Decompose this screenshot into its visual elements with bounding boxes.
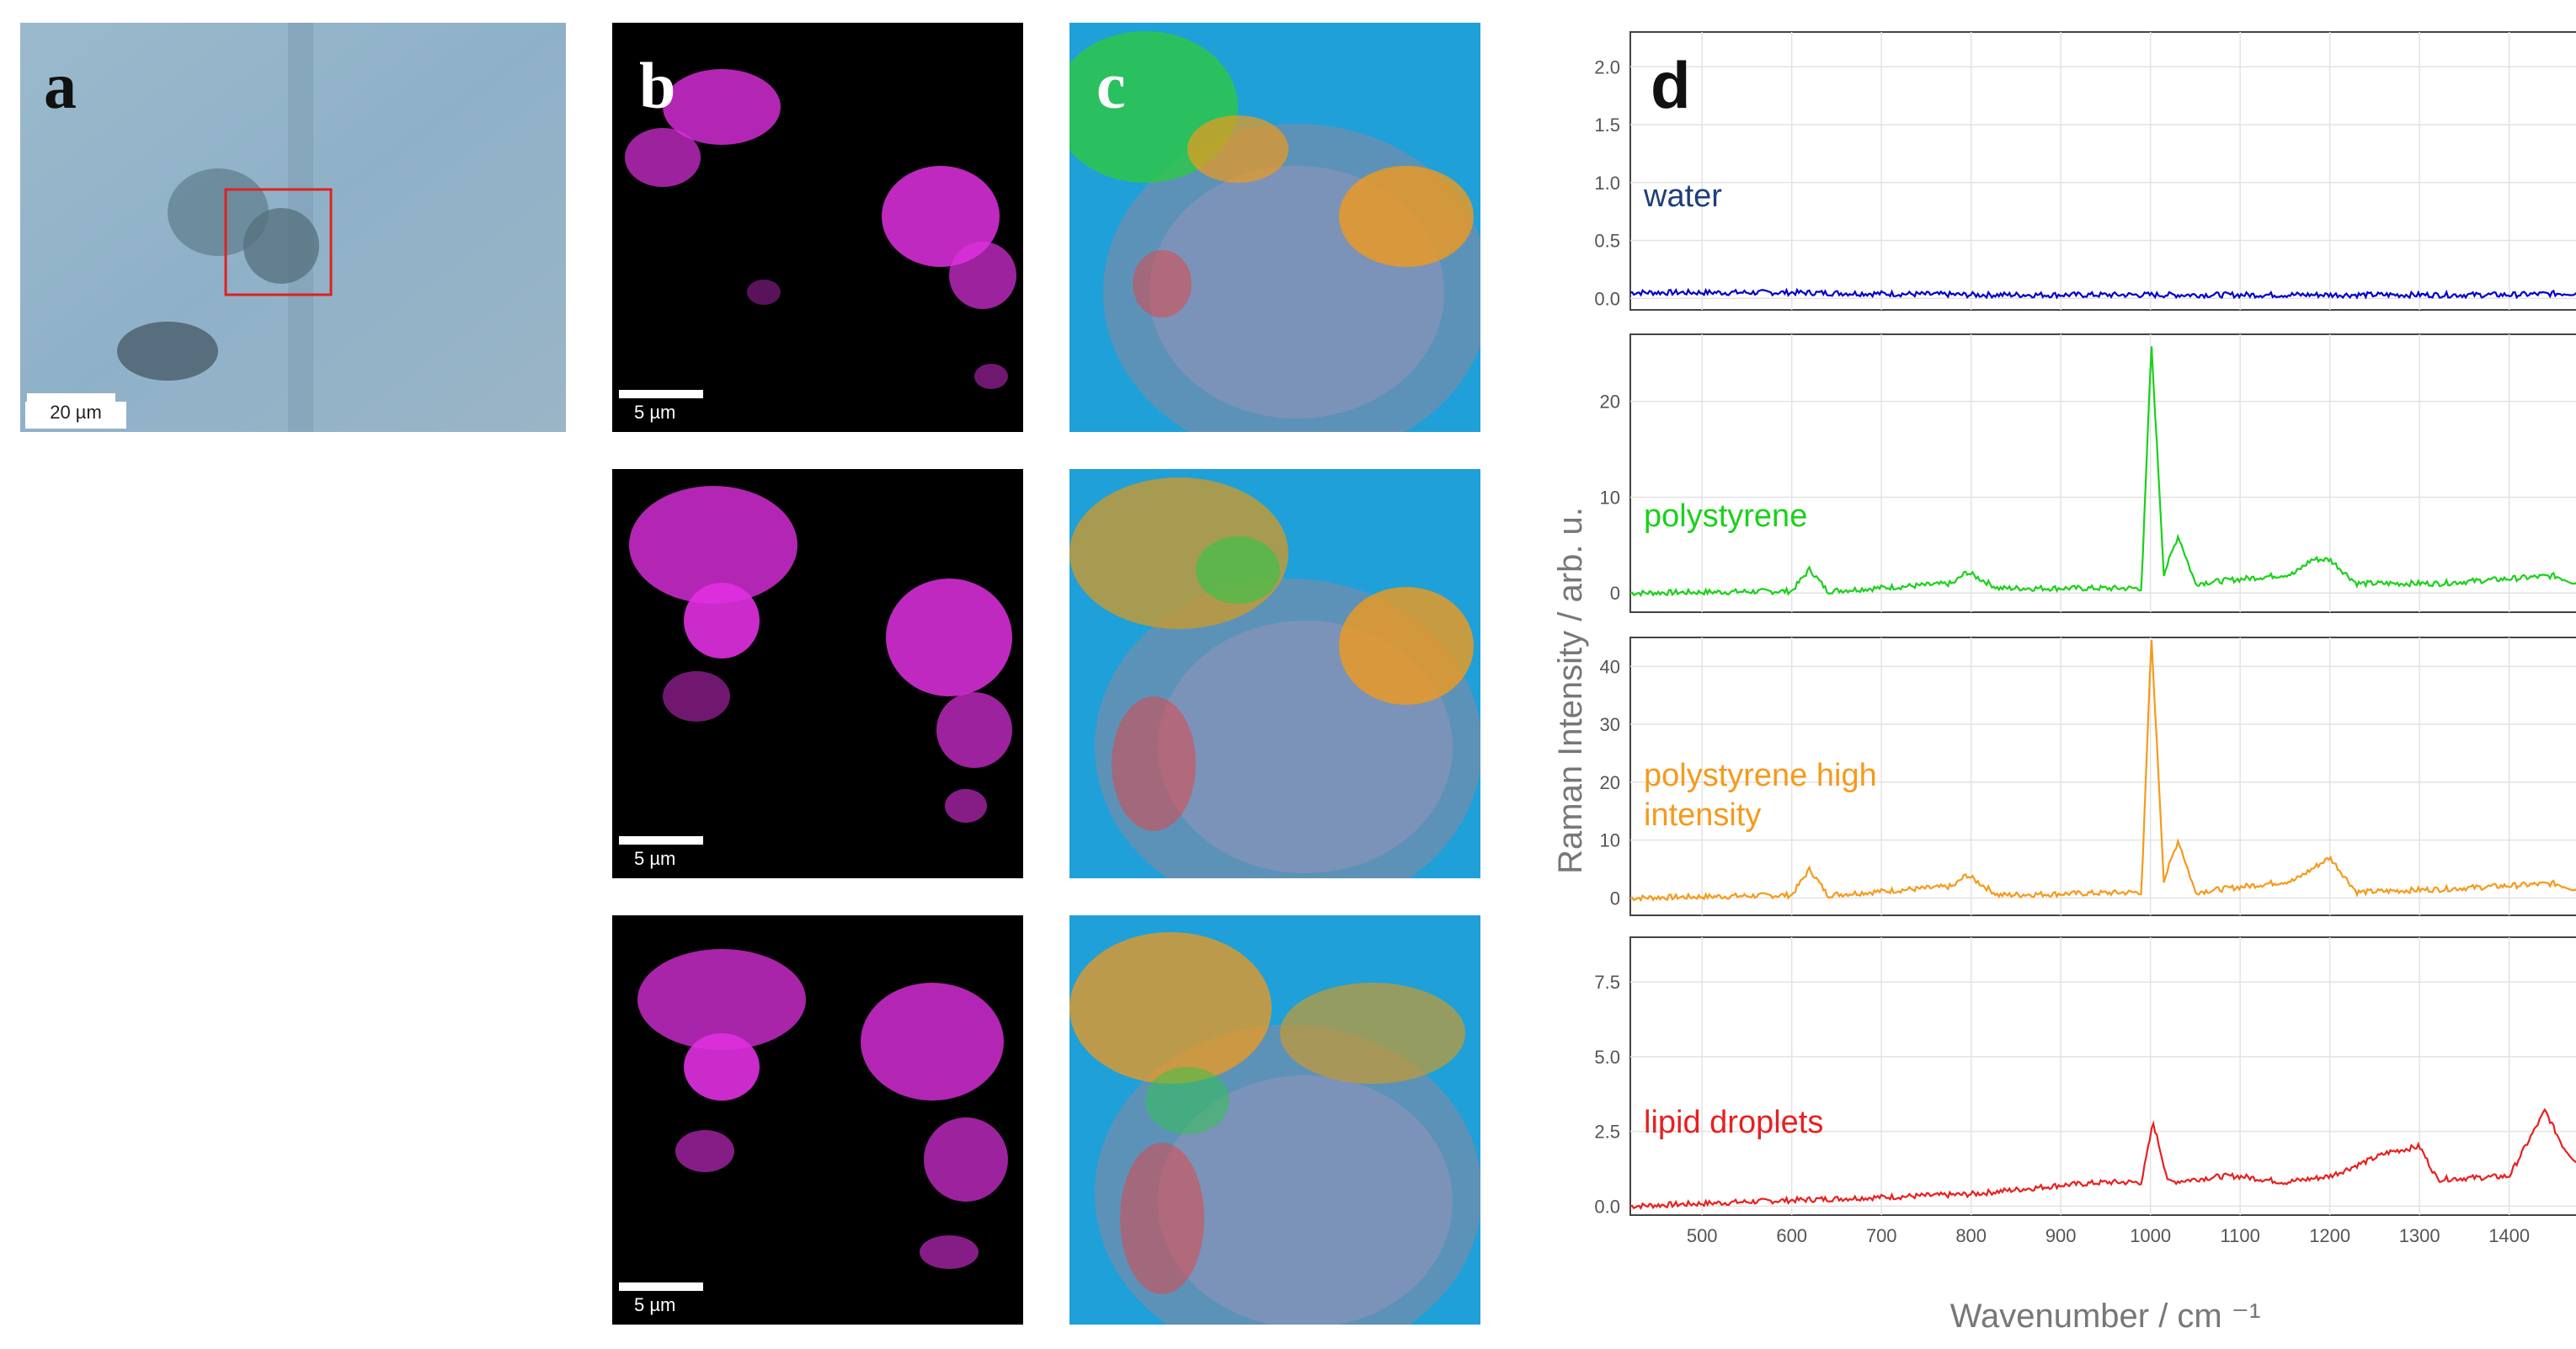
panel-d-raman-spectra-chart: 0.00.51.01.52.0EM 1water01020EM 2polysty… xyxy=(1552,31,2576,1335)
panel-d-label: d xyxy=(1651,48,1691,122)
series-label: intensity xyxy=(1644,797,1761,833)
spectrum-row-4: 0.02.55.07.5EM 4lipid droplets xyxy=(1594,936,2576,1217)
y-tick-label: 5.0 xyxy=(1594,1047,1620,1068)
raman-map-1 xyxy=(1069,31,1480,432)
y-tick-label: 7.5 xyxy=(1594,972,1620,993)
panel-a-micrograph: a 20 µm xyxy=(20,23,566,432)
panel-b-scale-text-1: 5 µm xyxy=(634,402,676,423)
panel-a-label: a xyxy=(44,49,77,122)
spectrum-line-fingerprint xyxy=(1629,1107,2576,1210)
panel-a-scale-text: 20 µm xyxy=(25,402,126,429)
y-tick-label: 0 xyxy=(1610,888,1620,909)
y-tick-label: 0.0 xyxy=(1594,1196,1620,1217)
panel-b-scalebar-2 xyxy=(619,836,703,845)
x-tick-label: 700 xyxy=(1866,1225,1897,1246)
series-label: water xyxy=(1643,179,1722,214)
panel-b-scale-text-3: 5 µm xyxy=(634,1294,676,1315)
x-tick-label: 1100 xyxy=(2221,1225,2260,1246)
series-label: lipid droplets xyxy=(1644,1105,1823,1140)
y-tick-label: 0.5 xyxy=(1594,231,1620,252)
panel-b-bottom: 5 µm xyxy=(612,915,1023,1325)
y-axis-title: Raman Intensity / arb. u. xyxy=(1552,507,1589,874)
y-tick-label: 1.5 xyxy=(1594,115,1620,136)
fingerprint-panel-frame xyxy=(1629,31,2576,311)
panel-c-bottom xyxy=(1069,915,1480,1325)
spectrum-line-fingerprint xyxy=(1629,640,2576,903)
fingerprint-panel-frame xyxy=(1629,936,2576,1216)
y-tick-label: 1.0 xyxy=(1594,173,1620,194)
y-tick-label: 20 xyxy=(1600,392,1620,413)
series-label: polystyrene xyxy=(1644,499,1807,534)
x-tick-label: 800 xyxy=(1955,1225,1987,1246)
spectrum-row-2: 01020EM 2polystyrene xyxy=(1600,333,2576,613)
magenta-image-2 xyxy=(629,486,1012,823)
spectrum-row-1: 0.00.51.01.52.0EM 1water xyxy=(1594,31,2576,311)
x-axis-title: Wavenumber / cm ⁻¹ xyxy=(1950,1298,2261,1335)
panel-b-scale-text-2: 5 µm xyxy=(634,848,676,869)
y-tick-label: 2.5 xyxy=(1594,1122,1620,1143)
y-tick-label: 2.0 xyxy=(1594,56,1620,77)
y-tick-label: 0.0 xyxy=(1594,288,1620,309)
panel-b-scalebar-3 xyxy=(619,1282,703,1291)
panel-c-label: c xyxy=(1096,49,1126,122)
x-tick-label: 1400 xyxy=(2488,1225,2530,1246)
y-tick-label: 40 xyxy=(1600,656,1620,677)
y-tick-label: 30 xyxy=(1600,714,1620,735)
magenta-image-1 xyxy=(625,69,1016,389)
series-label: polystyrene high xyxy=(1644,758,1877,793)
panel-b-label: b xyxy=(639,49,676,122)
panel-c-top: c xyxy=(1069,23,1480,432)
raman-map-2 xyxy=(1069,477,1480,878)
y-tick-label: 20 xyxy=(1600,772,1620,793)
panel-b-scalebar-1 xyxy=(619,390,703,398)
panel-b-middle: 5 µm xyxy=(612,469,1023,878)
x-tick-label: 500 xyxy=(1687,1225,1718,1246)
raman-map-3 xyxy=(1069,932,1480,1325)
fingerprint-panel-frame xyxy=(1629,333,2576,613)
spectrum-line-fingerprint xyxy=(1629,346,2576,598)
panel-c-middle xyxy=(1069,469,1480,878)
x-tick-label: 1300 xyxy=(2399,1225,2440,1246)
panel-a-scalebar xyxy=(27,393,115,402)
x-tick-label: 600 xyxy=(1776,1225,1807,1246)
x-tick-label: 1000 xyxy=(2130,1225,2171,1246)
y-tick-label: 10 xyxy=(1600,830,1620,851)
magenta-image-3 xyxy=(637,949,1008,1269)
y-tick-label: 10 xyxy=(1600,487,1620,508)
brightfield-image xyxy=(20,23,566,432)
spectrum-line-fingerprint xyxy=(1629,287,2576,300)
x-tick-label: 1200 xyxy=(2309,1225,2350,1246)
panel-b-top: b 5 µm xyxy=(612,23,1023,432)
x-tick-label: 900 xyxy=(2045,1225,2077,1246)
fingerprint-panel-frame xyxy=(1629,637,2576,916)
y-tick-label: 0 xyxy=(1610,583,1620,604)
